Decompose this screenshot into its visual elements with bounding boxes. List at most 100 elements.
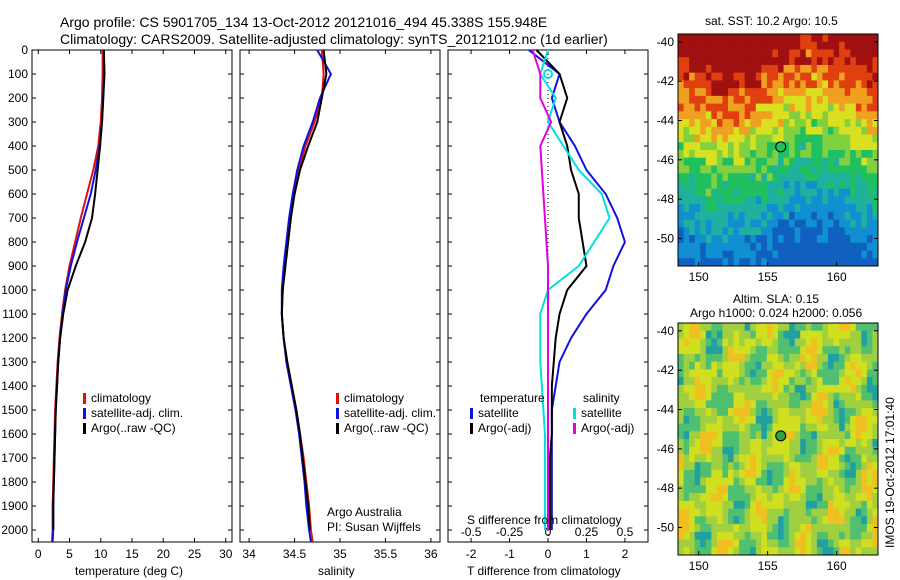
map-cell [739, 469, 746, 479]
map-cell [694, 508, 701, 517]
map-cell [789, 439, 796, 448]
map-cell [711, 547, 718, 556]
map-cell [750, 111, 757, 120]
map-cell [750, 462, 757, 471]
map-cell [761, 196, 768, 205]
map-cell [750, 142, 757, 151]
map-cell [722, 485, 729, 494]
map-cell [789, 180, 796, 190]
map-cell [816, 157, 823, 166]
map-cell [839, 72, 846, 81]
map-cell [850, 539, 857, 548]
map-cell [678, 477, 685, 486]
legend-swatch [336, 393, 339, 404]
map-cell [733, 477, 740, 486]
map-cell [700, 493, 707, 502]
map-cell [844, 346, 851, 355]
map-cell [711, 173, 718, 182]
map-cell [811, 188, 818, 197]
map-cell [855, 539, 862, 548]
map-cell [705, 377, 712, 386]
map-cell [689, 173, 696, 182]
map-cell [828, 95, 835, 105]
map-cell [689, 338, 696, 347]
map-cell [772, 57, 779, 66]
map-cell [828, 446, 835, 455]
map-cell [872, 211, 879, 221]
map-cell [678, 142, 685, 151]
map-cell [772, 126, 779, 136]
map-cell [794, 539, 801, 548]
map-cell [811, 446, 818, 455]
map-cell [861, 353, 868, 363]
map-cell [694, 431, 701, 440]
map-cell [805, 408, 812, 417]
map-cell [728, 49, 735, 58]
map-cell [739, 196, 746, 205]
map-cell [678, 462, 685, 471]
map-cell [755, 500, 762, 510]
map-cell [850, 242, 857, 252]
map-cell [833, 524, 840, 533]
map-cell [728, 57, 735, 66]
map-cell [794, 258, 801, 267]
map-cell [800, 49, 807, 58]
map-cell [816, 134, 823, 143]
map-cell [855, 516, 862, 525]
map-cell [689, 462, 696, 471]
map-cell [766, 196, 773, 205]
map-cell [816, 204, 823, 213]
map-cell [683, 80, 690, 89]
map-cell [822, 180, 829, 190]
map-cell [811, 150, 818, 159]
map-cell [822, 384, 829, 394]
map-cell [805, 531, 812, 541]
map-cell [822, 531, 829, 541]
map-cell [861, 64, 868, 74]
map-cell [766, 219, 773, 228]
map-cell [805, 211, 812, 221]
map-cell [822, 377, 829, 386]
map-cell [772, 204, 779, 213]
map-cell [872, 346, 879, 355]
map-cell [800, 446, 807, 455]
y-tick-label: 1600 [1, 427, 28, 441]
map-cell [728, 493, 735, 502]
map-cell [794, 235, 801, 244]
map-cell [816, 539, 823, 548]
map-cell [733, 142, 740, 151]
map-cell [816, 462, 823, 471]
map-cell [822, 524, 829, 533]
map-cell [811, 477, 818, 486]
map-cell [711, 126, 718, 136]
map-cell [722, 88, 729, 97]
map-cell [683, 346, 690, 355]
map-cell [811, 330, 818, 339]
map-cell [833, 219, 840, 228]
map-cell [833, 369, 840, 378]
map-cell [805, 196, 812, 205]
map-cell [739, 400, 746, 409]
map-cell [700, 180, 707, 190]
map-cell [828, 119, 835, 128]
map-cell [750, 80, 757, 89]
map-cell [678, 242, 685, 252]
map-cell [828, 41, 835, 50]
map-cell [805, 547, 812, 556]
map-cell [855, 126, 862, 136]
map-cell [744, 446, 751, 455]
map-cell [755, 439, 762, 448]
map-cell [744, 516, 751, 525]
y-tick-label: 800 [8, 235, 28, 249]
map-cell [728, 41, 735, 50]
map-cell [855, 493, 862, 502]
figure-title-line1: Argo profile: CS 5901705_134 13-Oct-2012… [60, 14, 548, 30]
map-cell [778, 539, 785, 548]
map-cell [816, 173, 823, 182]
map-cell [683, 547, 690, 556]
map-cell [805, 72, 812, 81]
map-cell [744, 72, 751, 81]
map-cell [794, 219, 801, 228]
map-cell [728, 408, 735, 417]
map-cell [866, 547, 873, 556]
